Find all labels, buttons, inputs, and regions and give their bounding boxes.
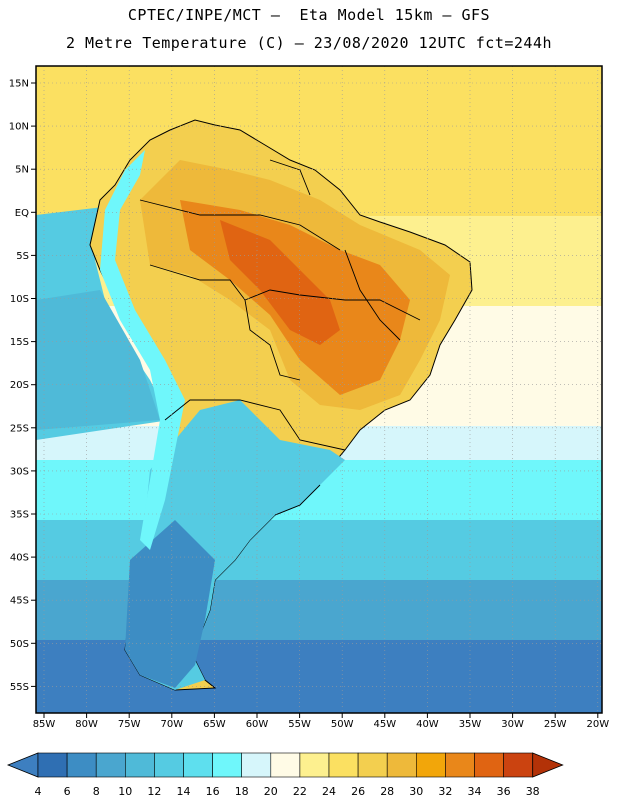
lon-label: 65W: [203, 719, 226, 730]
land-36c: [220, 220, 340, 345]
colorbar-label: 8: [93, 785, 100, 798]
lon-label: 70W: [160, 719, 183, 730]
colorbar-label: 24: [322, 785, 336, 798]
colorbar-cell: [415, 752, 446, 778]
colorbar-label: 16: [206, 785, 220, 798]
lat-label: 25S: [10, 423, 29, 434]
colorbar-cell: [212, 752, 243, 778]
lon-label: 20W: [586, 719, 609, 730]
lon-label: 25W: [544, 719, 567, 730]
lat-label: 55S: [10, 682, 29, 693]
lon-label: 75W: [118, 719, 141, 730]
lat-label: EQ: [15, 208, 29, 219]
colorbar-cell: [445, 752, 475, 778]
longitude-axis: 85W 80W 75W 70W 65W 60W 55W 50W 45W 40W 35W 30W 25W 2…: [33, 713, 609, 730]
colorbar-cells: [6, 752, 564, 778]
lat-label: 50S: [10, 639, 29, 650]
colorbar-label: 6: [64, 785, 71, 798]
colorbar-label: 26: [351, 785, 365, 798]
lon-label: 40W: [416, 719, 439, 730]
map-frame: [35, 65, 603, 714]
colorbar-label: 12: [147, 785, 161, 798]
colorbar-cell: [474, 752, 504, 778]
colorbar-arrow-high: [532, 752, 564, 778]
country-borders: [139, 159, 421, 516]
colorbar-cell: [503, 752, 534, 778]
lat-label: 35S: [10, 510, 29, 521]
land-patagonia-cold: [125, 520, 215, 688]
lon-label: 50W: [331, 719, 354, 730]
colorbar-arrow-low: [6, 752, 39, 778]
lat-label: 15S: [10, 337, 29, 348]
colorbar-cell: [270, 752, 301, 778]
latitude-axis: 15N 10N 5N EQ 5S 10S 15S 20S 25S 30S 35S 40S 45S 50S 5…: [9, 79, 36, 693]
lat-label: 40S: [10, 553, 29, 564]
colorbar-label: 18: [235, 785, 249, 798]
colorbar-cell: [386, 752, 417, 778]
lon-label: 85W: [33, 719, 56, 730]
lat-label: 30S: [10, 466, 29, 477]
colorbar-labels: 4 6 8 10 12 14 16 18 20 22 24 26 28 30 32 34 36 38: [35, 785, 540, 798]
colorbar-cell: [357, 752, 388, 778]
colorbar-label: 20: [264, 785, 278, 798]
colorbar-cell: [154, 752, 184, 778]
colorbar-label: 14: [177, 785, 191, 798]
lat-label: 5N: [15, 165, 29, 176]
map-title-line-2: 2 Metre Temperature (C) – 23/08/2020 12U…: [65, 34, 553, 52]
lat-label: 10S: [10, 294, 29, 305]
colorbar-label: 4: [35, 785, 42, 798]
colorbar-cell: [66, 752, 97, 778]
colorbar-label: 28: [380, 785, 394, 798]
lat-label: 45S: [10, 596, 29, 607]
colorbar-cell: [328, 752, 359, 778]
colorbar-label: 10: [118, 785, 132, 798]
lat-label: 5S: [16, 251, 29, 262]
map-field: [36, 66, 602, 713]
colorbar-label: 22: [293, 785, 307, 798]
map-title-line-1: CPTEC/INPE/MCT – Eta Model 15km – GFS: [127, 6, 491, 24]
lon-label: 35W: [459, 719, 482, 730]
lat-label: 10N: [9, 122, 29, 133]
colorbar-label: 36: [497, 785, 511, 798]
lon-label: 80W: [75, 719, 98, 730]
lon-label: 55W: [288, 719, 311, 730]
lat-label: 15N: [9, 79, 29, 90]
lon-label: 60W: [246, 719, 269, 730]
lat-label: 20S: [10, 380, 29, 391]
colorbar-cell: [95, 752, 126, 778]
colorbar-label: 32: [438, 785, 452, 798]
colorbar-label: 30: [409, 785, 423, 798]
lon-label: 45W: [373, 719, 396, 730]
colorbar-cell: [125, 752, 155, 778]
colorbar-cell: [241, 752, 272, 778]
pacific-cooler-water: [36, 290, 160, 430]
lon-label: 30W: [501, 719, 524, 730]
andes-ridge: [100, 150, 185, 550]
colorbar-cell: [299, 752, 330, 778]
colorbar-cell: [37, 752, 68, 778]
colorbar-label: 38: [526, 785, 540, 798]
colorbar-label: 34: [468, 785, 482, 798]
colorbar-cell: [183, 752, 213, 778]
